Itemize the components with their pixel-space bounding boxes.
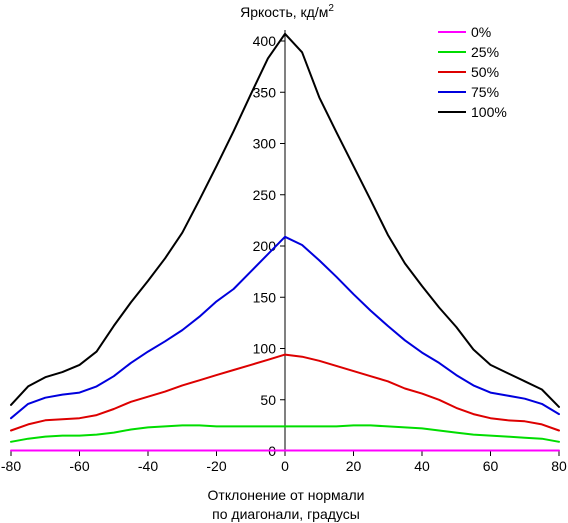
y-tick-label: 200 <box>253 238 277 254</box>
x-tick-label: 20 <box>346 458 362 474</box>
y-tick-label: 400 <box>253 33 277 49</box>
y-tick-label: 150 <box>253 289 277 305</box>
series-line-50pct <box>10 353 560 432</box>
legend-label: 50% <box>471 64 499 80</box>
y-tick-label: 350 <box>253 84 277 100</box>
y-axis-label: Яркость, кд/м2 <box>240 3 334 20</box>
series-line-100pct <box>10 32 560 408</box>
legend-label: 25% <box>471 44 499 60</box>
axes: -80 -60 -40 -20 0 20 40 60 800501001502002503003… <box>1 30 567 474</box>
y-axis-label-text: Яркость, кд/м <box>240 4 328 20</box>
x-tick-label: -40 <box>138 458 158 474</box>
x-tick-label: -80 <box>1 458 21 474</box>
y-axis-label-superscript: 2 <box>328 3 334 14</box>
y-tick-label: 250 <box>253 187 277 203</box>
series-layer <box>10 32 560 452</box>
legend-label: 0% <box>471 24 491 40</box>
series-line-25pct <box>10 424 560 443</box>
axis-labels: Яркость, кд/м2 Отклонение от нормали по … <box>208 3 365 522</box>
x-tick-label: 0 <box>281 458 289 474</box>
series-line-75pct <box>10 235 560 420</box>
legend-label: 100% <box>471 104 507 120</box>
y-tick-label: 50 <box>260 392 276 408</box>
y-tick-label: 100 <box>253 341 277 357</box>
legend: 0% 25% 50% 75% 100% <box>438 24 507 120</box>
x-axis-label-line-1: Отклонение от нормали <box>208 487 365 503</box>
legend-label: 75% <box>471 84 499 100</box>
y-tick-label: 300 <box>253 136 277 152</box>
x-axis-label-line-2: по диагонали, градусы <box>212 506 360 522</box>
x-tick-label: 80 <box>551 458 567 474</box>
x-tick-label: 40 <box>414 458 430 474</box>
x-tick-label: -60 <box>69 458 89 474</box>
x-tick-label: 60 <box>483 458 499 474</box>
x-tick-label: -20 <box>206 458 226 474</box>
